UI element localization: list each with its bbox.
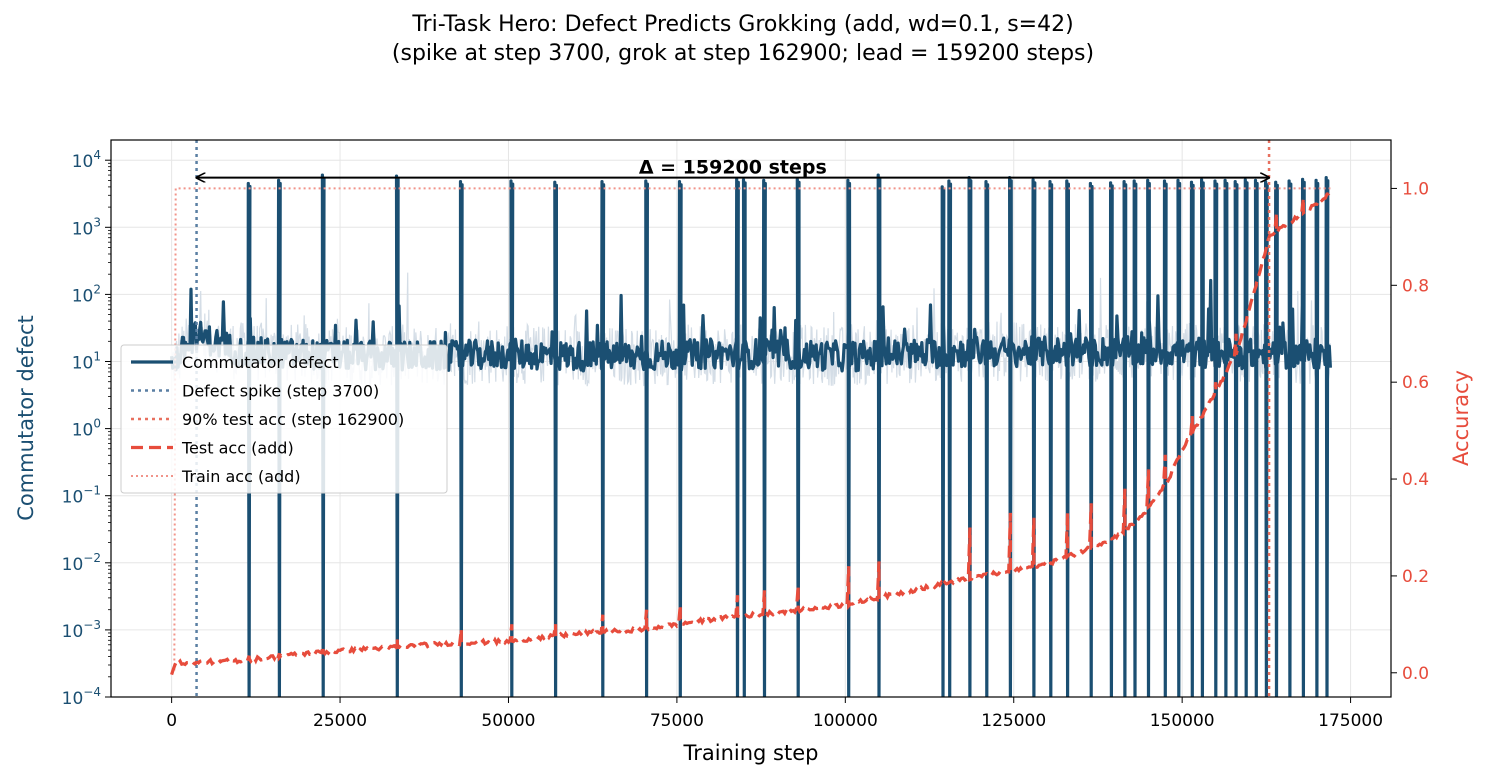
y-left-tick-label: 10−1 (62, 484, 101, 508)
y-right-tick-label: 0.4 (1402, 470, 1429, 490)
x-tick-label: 175000 (1318, 711, 1383, 731)
x-tick-label: 50000 (481, 711, 535, 731)
y-axis-right-label: Accuracy (1449, 370, 1473, 466)
x-tick-label: 150000 (1150, 711, 1215, 731)
y-left-tick-label: 102 (72, 282, 101, 306)
x-axis-label: Training step (683, 741, 819, 765)
x-tick-label: 100000 (813, 711, 878, 731)
y-axis-left-label: Commutator defect (14, 315, 38, 521)
chart-title: Tri-Task Hero: Defect Predicts Grokking … (0, 10, 1486, 68)
y-axis-left: 10−4 10−3 10−2 10−1 100 101 102 103 104 (62, 148, 111, 709)
y-right-tick-label: 0.8 (1402, 276, 1429, 296)
x-tick-label: 0 (166, 711, 177, 731)
lead-annotation: Δ = 159200 steps (197, 157, 1270, 179)
y-right-tick-label: 0.0 (1402, 664, 1429, 684)
x-tick-label: 75000 (650, 711, 704, 731)
x-axis: 0 25000 50000 75000 100000 125000 150000 175000 (166, 697, 1383, 731)
y-right-tick-label: 1.0 (1402, 179, 1429, 199)
chart-title-line2: (spike at step 3700, grok at step 162900… (391, 41, 1095, 66)
legend: Commutator defect Defect spike (step 3700… (120, 344, 448, 494)
y-left-tick-label: 10−4 (62, 685, 101, 709)
legend-label: 90% test acc (step 162900) (182, 410, 404, 429)
y-right-tick-label: 0.6 (1402, 373, 1429, 393)
plot-frame (110, 139, 1392, 698)
y-axis-right: 0.0 0.2 0.4 0.6 0.8 1.0 (1391, 179, 1429, 684)
y-left-tick-label: 104 (72, 148, 101, 172)
y-left-tick-label: 101 (72, 349, 101, 373)
y-left-tick-label: 10−2 (62, 551, 101, 575)
x-tick-label: 25000 (313, 711, 367, 731)
y-left-tick-label: 103 (72, 215, 101, 239)
legend-label: Train acc (add) (181, 467, 301, 486)
legend-box (120, 344, 448, 494)
y-left-tick-label: 10−3 (62, 618, 101, 642)
chart-title-line1: Tri-Task Hero: Defect Predicts Grokking … (412, 12, 1074, 37)
legend-label: Test acc (add) (181, 439, 294, 458)
y-left-tick-label: 100 (72, 417, 101, 441)
test-acc-line (170, 190, 1332, 676)
legend-label: Defect spike (step 3700) (182, 382, 379, 401)
train-acc-line (171, 187, 1331, 674)
x-tick-label: 125000 (981, 711, 1046, 731)
lead-annotation-label: Δ = 159200 steps (639, 157, 827, 179)
y-right-tick-label: 0.2 (1402, 567, 1429, 587)
legend-label: Commutator defect (182, 353, 339, 372)
